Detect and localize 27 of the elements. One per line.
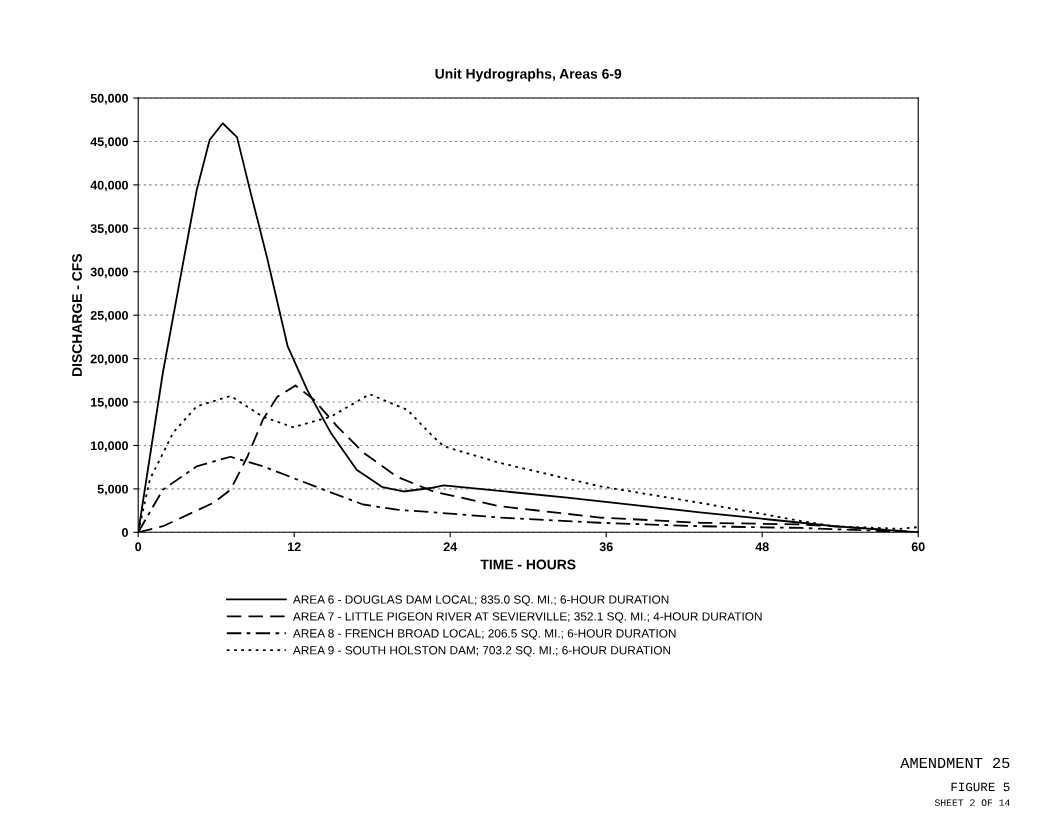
- y-tick-label: 40,000: [90, 180, 128, 192]
- x-tick-label: 24: [443, 542, 458, 552]
- x-axis-title: TIME - HOURS: [480, 559, 576, 570]
- y-tick-label: 45,000: [90, 137, 128, 148]
- x-tick-label: 60: [911, 542, 925, 552]
- y-tick-label: 30,000: [90, 267, 128, 279]
- legend-label: AREA 9 - SOUTH HOLSTON DAM; 703.2 SQ. MI.; 6-HOUR DURATION: [292, 646, 671, 657]
- text: AMENDMENT 25: [900, 757, 1010, 769]
- legend-label: AREA 6 - DOUGLAS DAM LOCAL; 835.0 SQ. MI.; 6-HOUR DURATION: [292, 595, 669, 606]
- caption: FIGURE 5: [951, 782, 1010, 792]
- y-tick-label: 0: [122, 528, 128, 537]
- y-tick-label: 15,000: [91, 397, 128, 409]
- text: SHEET 2 OF 14: [934, 799, 1010, 806]
- x-tick-label: 36: [599, 542, 613, 552]
- y-tick-label: 35,000: [90, 224, 128, 235]
- y-tick-label: 10,000: [91, 441, 128, 452]
- y-axis-title: DISCHARGE - CFS: [72, 253, 82, 376]
- y-tick-label: 25,000: [90, 310, 128, 322]
- y-tick-label: 5,000: [97, 484, 128, 496]
- y-tick-label: 50,000: [90, 93, 128, 105]
- y-tick-label: 20,000: [90, 354, 128, 366]
- x-tick-label: 12: [288, 542, 301, 552]
- chart-title: Unit Hydrographs, Areas 6-9: [435, 68, 622, 82]
- legend-label: AREA 7 - LITTLE PIGEON RIVER AT SEVIERVILLE; 352.1 SQ. MI.; 4-HOUR DURATION: [292, 612, 762, 623]
- x-tick-label: 48: [755, 542, 769, 552]
- x-tick-label: 0: [135, 542, 142, 552]
- legend-label: AREA 8 - FRENCH BROAD LOCAL; 206.5 SQ. MI.; 6-HOUR DURATION: [292, 629, 676, 640]
